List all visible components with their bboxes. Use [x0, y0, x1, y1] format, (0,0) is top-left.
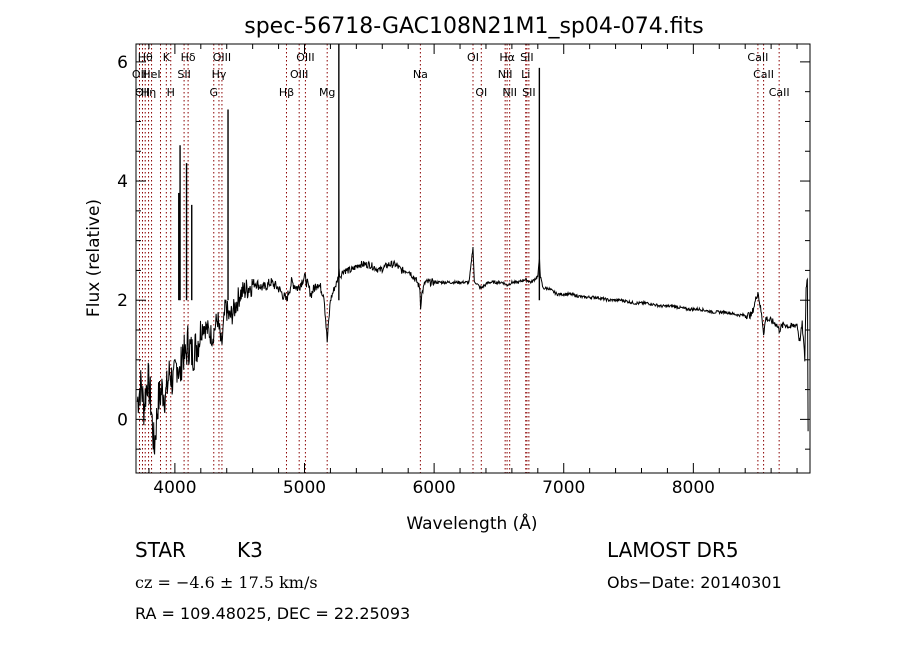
y-tick-label: 6 — [117, 53, 128, 73]
object-subclass: K3 — [237, 538, 263, 562]
spectral-line-label: SII — [520, 51, 533, 64]
spectral-line-label: NII — [502, 86, 517, 99]
axes: 4000 5000 6000 7000 8000 0 2 4 6 — [117, 44, 810, 498]
spectral-line-label: CaII — [747, 51, 768, 64]
spectral-line-label: Hα — [499, 51, 515, 64]
x-tick-label: 5000 — [283, 478, 326, 498]
chart-title: spec-56718-GAC108N21M1_sp04-074.fits — [244, 14, 704, 39]
spectral-line-label: Hβ — [279, 86, 294, 99]
spectral-line-label: NII — [498, 68, 513, 81]
spectral-line-label: OII — [135, 86, 150, 99]
spectral-line-label: H — [167, 86, 175, 99]
spectral-line-label: OI — [475, 86, 487, 99]
spectral-line-label: Na — [413, 68, 428, 81]
spectral-line-labels: OIIOIIHθHηHeIKHSIIHδGHγOIIIHβOIIIOIIIMgN… — [132, 51, 790, 99]
y-tick-label: 2 — [117, 291, 128, 311]
spectral-line-label: Hθ — [138, 51, 153, 64]
spectral-line-label: OI — [467, 51, 479, 64]
spectral-line-label: CaII — [753, 68, 774, 81]
y-axis-label: Flux (relative) — [84, 199, 104, 317]
x-tick-label: 6000 — [412, 478, 455, 498]
spectral-line-label: SII — [177, 68, 190, 81]
spectral-line-label: Hγ — [212, 68, 227, 81]
spectral-line-label: G — [210, 86, 219, 99]
x-axis-label: Wavelength (Å) — [406, 512, 537, 534]
redshift-velocity: cz = −4.6 ± 17.5 km/s — [135, 573, 318, 592]
spectral-line-label: SII — [522, 86, 535, 99]
spectral-line-label: Li — [521, 68, 530, 81]
spectral-line-label: HeI — [142, 68, 160, 81]
spectrum-line — [136, 246, 809, 455]
x-tick-label: 7000 — [542, 478, 585, 498]
sky-coordinates: RA = 109.48025, DEC = 22.25093 — [135, 604, 411, 623]
spectral-line-label: CaII — [769, 86, 790, 99]
plot-frame — [135, 43, 811, 474]
survey-name: LAMOST DR5 — [607, 538, 739, 562]
x-tick-label: 8000 — [672, 478, 715, 498]
x-tick-label: 4000 — [153, 478, 196, 498]
spectral-line-label: Hδ — [181, 51, 196, 64]
spectral-line-markers — [138, 44, 780, 473]
spectral-line-label: Mg — [319, 86, 335, 99]
spectral-line-label: OIII — [213, 51, 231, 64]
spectral-line-label: K — [163, 51, 171, 64]
y-tick-label: 4 — [117, 172, 128, 192]
spectral-line-label: Hη — [141, 86, 156, 99]
observation-date: Obs−Date: 20140301 — [607, 573, 782, 592]
spectral-line-label: OIII — [290, 68, 308, 81]
y-tick-label: 0 — [117, 410, 128, 430]
spectrum-series — [136, 44, 809, 455]
spectral-line-label: OIII — [296, 51, 314, 64]
object-class: STAR — [135, 538, 186, 562]
